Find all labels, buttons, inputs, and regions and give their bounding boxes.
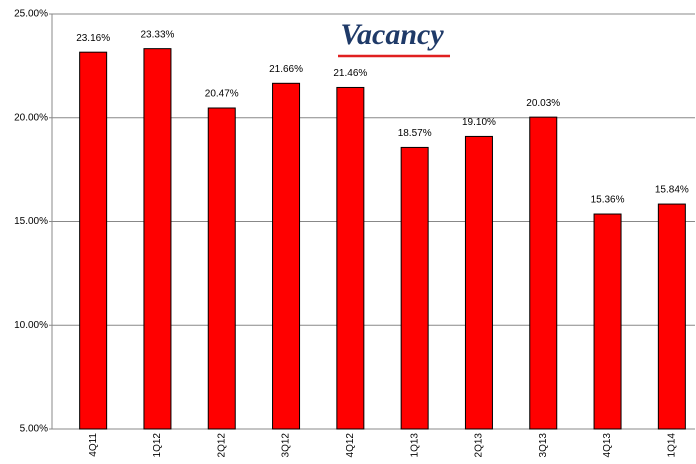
bar (79, 51, 108, 430)
bar (207, 107, 236, 430)
x-tick-label: 2Q12 (216, 433, 227, 458)
y-tick-label: 5.00% (20, 424, 48, 435)
y-tick-label: 15.00% (14, 216, 48, 227)
chart-title: Vacancy (340, 18, 444, 51)
x-tick-label: 4Q12 (345, 433, 356, 458)
x-tick-label: 1Q14 (666, 433, 677, 458)
x-tick-label: 4Q13 (602, 433, 613, 458)
value-label: 23.16% (76, 33, 110, 44)
bar (400, 146, 429, 430)
bar (336, 86, 365, 430)
bar (272, 82, 301, 430)
x-tick-label: 2Q13 (474, 433, 485, 458)
value-label: 21.66% (269, 64, 303, 75)
y-tick-label: 25.00% (14, 9, 48, 20)
bar (464, 135, 493, 430)
x-tick-label: 4Q11 (88, 433, 99, 457)
value-label: 18.57% (398, 128, 432, 139)
y-tick-label: 10.00% (14, 320, 48, 331)
bar (657, 203, 686, 430)
value-label: 20.03% (526, 98, 560, 109)
value-label: 15.84% (655, 185, 689, 196)
value-label: 20.47% (205, 89, 239, 100)
bar (593, 213, 622, 430)
value-label: 21.46% (333, 68, 367, 79)
y-tick-label: 20.00% (14, 112, 48, 123)
x-tick-label: 1Q13 (409, 433, 420, 458)
x-tick-label: 3Q13 (538, 433, 549, 458)
x-tick-label: 1Q12 (152, 433, 163, 458)
x-tick-label: 3Q12 (281, 433, 292, 458)
value-label: 23.33% (140, 29, 174, 40)
value-label: 15.36% (591, 195, 625, 206)
value-label: 19.10% (462, 117, 496, 128)
bar (143, 48, 172, 430)
bar (529, 116, 558, 430)
